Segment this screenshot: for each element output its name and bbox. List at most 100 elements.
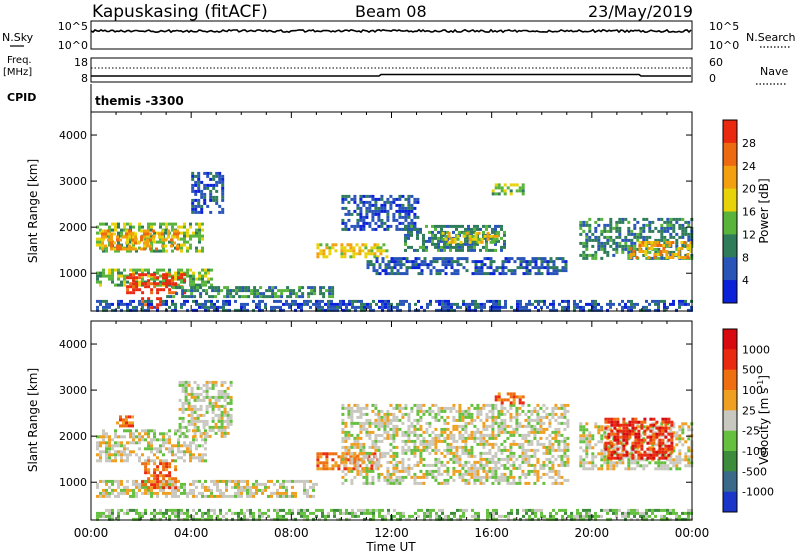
- power-cell: [495, 269, 499, 273]
- velocity-cell: [557, 463, 561, 467]
- power-cell: [209, 198, 213, 202]
- power-cell: [222, 302, 225, 306]
- power-cell: [501, 260, 505, 264]
- velocity-cell: [165, 480, 169, 484]
- velocity-cell: [156, 486, 160, 490]
- velocity-cell: [566, 436, 570, 440]
- velocity-cell: [187, 398, 191, 402]
- velocity-cell: [500, 421, 504, 425]
- power-cell: [221, 207, 225, 211]
- power-cell: [341, 200, 345, 204]
- velocity-cell: [441, 517, 444, 521]
- velocity-cell: [201, 444, 204, 448]
- velocity-cell: [214, 431, 218, 435]
- power-cell: [650, 247, 654, 250]
- velocity-cell: [566, 403, 570, 407]
- power-cell: [162, 222, 165, 226]
- power-cell: [162, 299, 165, 303]
- velocity-cell: [208, 401, 212, 405]
- power-cell: [203, 201, 207, 205]
- velocity-cell: [515, 418, 519, 422]
- power-cell: [615, 241, 619, 245]
- power-cell: [495, 266, 499, 270]
- velocity-cell: [431, 436, 435, 440]
- velocity-cell: [515, 409, 519, 413]
- power-cell: [687, 220, 691, 224]
- velocity-cell: [150, 486, 154, 490]
- velocity-cell: [401, 466, 405, 470]
- power-cell: [229, 292, 233, 296]
- power-cell: [339, 302, 342, 306]
- power-cell: [147, 297, 151, 301]
- power-cell: [238, 295, 242, 299]
- velocity-cell: [500, 442, 504, 446]
- velocity-cell: [324, 514, 327, 518]
- velocity-cell: [168, 450, 171, 454]
- velocity-cell: [470, 475, 474, 479]
- velocity-cell: [566, 463, 570, 467]
- power-cell: [416, 227, 419, 231]
- power-cell: [657, 238, 661, 242]
- power-cell: [464, 239, 467, 243]
- velocity-cell: [408, 517, 411, 521]
- velocity-cell: [126, 429, 129, 433]
- power-cell: [183, 240, 186, 244]
- power-cell: [401, 194, 405, 198]
- velocity-cell: [536, 430, 540, 434]
- power-cell: [642, 223, 646, 227]
- power-cell: [162, 246, 165, 250]
- power-cell: [122, 235, 125, 239]
- velocity-cell: [503, 472, 507, 476]
- velocity-cell: [223, 398, 227, 402]
- power-cell: [516, 308, 519, 312]
- velocity-cell: [131, 421, 134, 425]
- power-cell: [650, 241, 654, 244]
- velocity-cell: [222, 479, 225, 483]
- power-cell: [642, 238, 646, 242]
- velocity-cell: [178, 398, 182, 402]
- power-cell: [534, 263, 538, 267]
- velocity-cell: [162, 488, 165, 492]
- velocity-cell: [488, 433, 492, 437]
- velocity-cell: [533, 433, 537, 437]
- power-cell: [476, 227, 479, 231]
- power-cell: [279, 299, 282, 303]
- velocity-cell: [482, 403, 486, 407]
- velocity-cell: [168, 486, 172, 490]
- velocity-cell: [312, 488, 315, 492]
- velocity-cell: [229, 395, 233, 399]
- velocity-cell: [491, 406, 495, 410]
- power-cell: [512, 183, 516, 187]
- power-cell: [393, 266, 397, 270]
- velocity-cell: [485, 415, 489, 419]
- velocity-cell: [479, 436, 483, 440]
- velocity-cell: [341, 421, 345, 425]
- power-cell: [150, 234, 153, 238]
- power-cell: [591, 253, 595, 257]
- velocity-cell: [204, 488, 207, 492]
- velocity-cell: [491, 469, 495, 473]
- power-cell: [250, 289, 254, 293]
- power-cell: [672, 226, 676, 230]
- power-cell: [164, 238, 167, 242]
- power-cell: [315, 302, 318, 306]
- power-cell: [117, 268, 120, 272]
- velocity-cell: [554, 469, 558, 473]
- velocity-cell: [551, 475, 555, 479]
- velocity-cell: [380, 472, 384, 476]
- power-cell: [226, 292, 230, 296]
- power-colorbar-swatch: [723, 234, 737, 258]
- velocity-cell: [434, 475, 438, 479]
- velocity-cell: [422, 442, 426, 446]
- power-cell: [621, 238, 625, 242]
- velocity-cell: [141, 491, 144, 495]
- velocity-cell: [378, 511, 381, 515]
- velocity-cell: [471, 514, 474, 518]
- velocity-cell: [488, 403, 492, 407]
- velocity-cell: [141, 429, 144, 433]
- velocity-cell: [117, 453, 120, 457]
- power-cell: [647, 241, 651, 244]
- power-cell: [474, 266, 478, 270]
- velocity-cell: [386, 469, 390, 473]
- power-cell: [491, 230, 494, 234]
